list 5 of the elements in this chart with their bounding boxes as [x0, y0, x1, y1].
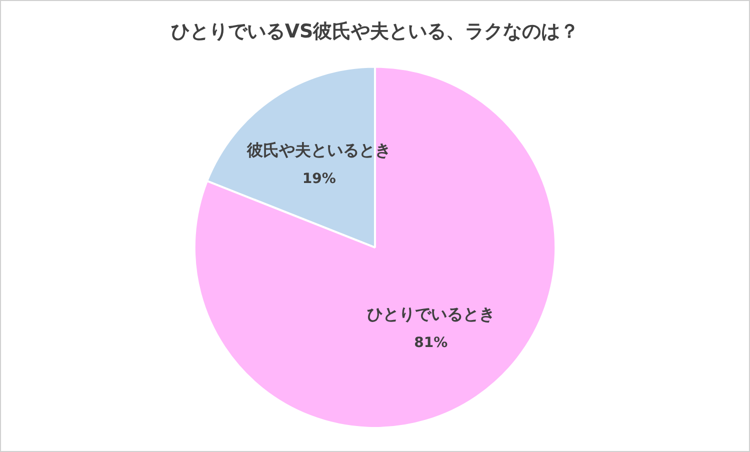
slice-label: ひとりでいるとき — [366, 304, 495, 324]
data-label: 19% — [302, 170, 336, 187]
chart-title: ひとりでいるVS彼氏や夫といる、ラクなのは？ — [170, 20, 580, 42]
data-label: 81% — [414, 335, 448, 352]
slice-label: 彼氏や夫といるとき — [246, 140, 392, 160]
